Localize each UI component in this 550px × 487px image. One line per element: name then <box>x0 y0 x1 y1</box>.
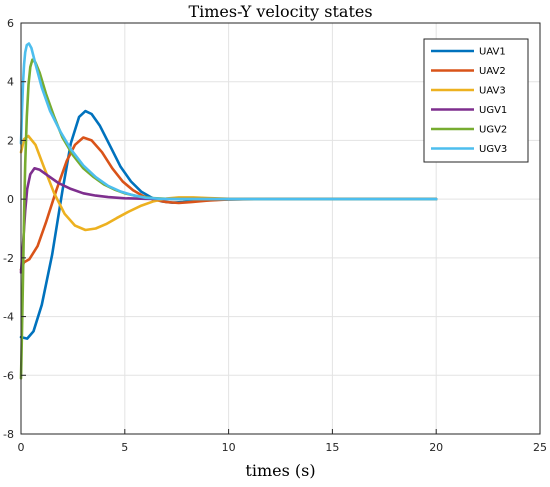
y-tick-label: 4 <box>7 76 14 89</box>
series-line-ugv3 <box>19 42 438 201</box>
legend-label-ugv3: UGV3 <box>479 144 507 155</box>
y-tick-label: 0 <box>7 193 14 206</box>
x-tick-label: 10 <box>222 441 236 454</box>
series-lines <box>19 42 438 380</box>
x-tick-label: 5 <box>121 441 128 454</box>
legend-label-uav1: UAV1 <box>479 47 506 58</box>
legend-label-uav2: UAV2 <box>479 66 506 77</box>
y-tick-label: -4 <box>3 311 14 324</box>
x-tick-label: 15 <box>325 441 339 454</box>
chart-title: Times-Y velocity states <box>188 2 372 21</box>
legend-box <box>423 38 529 163</box>
series-line-uav3 <box>19 134 438 232</box>
y-tick-label: -2 <box>3 252 14 265</box>
x-tick-label: 0 <box>18 441 25 454</box>
y-tick-label: 2 <box>7 134 14 147</box>
legend-label-ugv1: UGV1 <box>479 105 507 116</box>
series-line-ugv1 <box>19 167 438 274</box>
y-tick-label: 6 <box>7 17 14 30</box>
x-axis-ticks: 0 5 10 15 20 25 <box>18 429 547 454</box>
legend-label-ugv2: UGV2 <box>479 125 507 136</box>
series-line-uav2 <box>19 136 438 271</box>
y-axis-ticks: -8 -6 -4 -2 0 2 4 6 <box>3 17 26 441</box>
y-tick-label: -8 <box>3 428 14 441</box>
legend-label-uav3: UAV3 <box>479 86 506 97</box>
x-axis-label: times (s) <box>245 461 315 480</box>
x-tick-label: 25 <box>533 441 547 454</box>
x-tick-label: 20 <box>429 441 443 454</box>
legend: UAV1 UAV2 UAV3 UGV1 UGV2 UGV3 <box>423 38 529 163</box>
plot-frame <box>20 22 541 435</box>
y-tick-label: -6 <box>3 369 14 382</box>
